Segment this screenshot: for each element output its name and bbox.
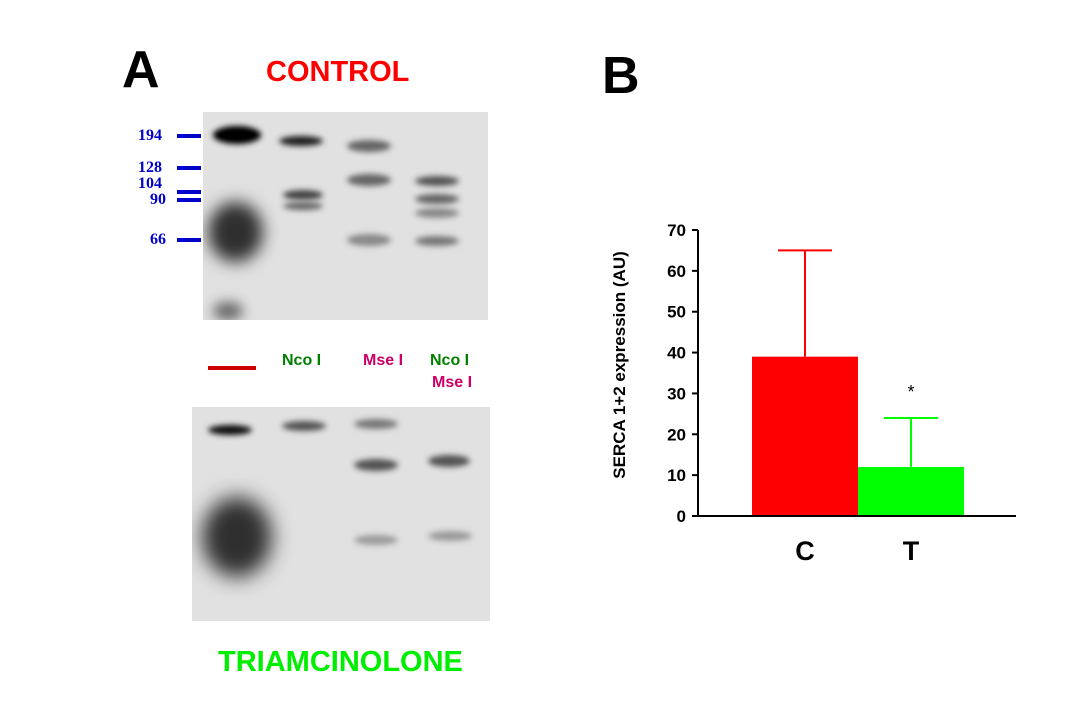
lane-undigested-indicator bbox=[208, 366, 256, 370]
marker-line bbox=[177, 166, 201, 170]
marker-line bbox=[177, 134, 201, 138]
lane-label-mse: Mse I bbox=[363, 352, 404, 369]
lane-label-nco-mse-2: Mse I bbox=[432, 374, 473, 391]
marker-label-90: 90 bbox=[150, 191, 166, 208]
bar-T bbox=[858, 466, 964, 516]
marker-label-66: 66 bbox=[150, 231, 166, 248]
y-tick-label: 10 bbox=[667, 466, 686, 485]
panel-a-label: A bbox=[122, 41, 160, 99]
marker-label-194: 194 bbox=[138, 127, 162, 144]
x-tick-label-C: C bbox=[795, 536, 815, 566]
marker-label-104: 104 bbox=[138, 175, 162, 192]
triamcinolone-title: TRIAMCINOLONE bbox=[218, 646, 463, 678]
lane-label-nco-mse-1: Nco I bbox=[430, 352, 470, 369]
panel-b-label: B bbox=[602, 47, 640, 105]
y-tick-label: 40 bbox=[667, 344, 686, 363]
bar-C bbox=[752, 356, 858, 516]
y-tick-label: 20 bbox=[667, 425, 686, 444]
marker-line bbox=[177, 238, 201, 242]
marker-label-128: 128 bbox=[138, 159, 162, 176]
lane-label-nco: Nco I bbox=[282, 352, 322, 369]
y-tick-label: 0 bbox=[677, 507, 686, 526]
control-title: CONTROL bbox=[266, 56, 410, 88]
marker-line bbox=[177, 198, 201, 202]
triamcinolone-gel-image bbox=[192, 407, 490, 621]
x-tick-label-T: T bbox=[903, 536, 920, 566]
marker-line bbox=[177, 190, 201, 194]
y-tick-label: 60 bbox=[667, 262, 686, 281]
y-tick-label: 30 bbox=[667, 384, 686, 403]
significance-marker: * bbox=[907, 382, 914, 402]
y-tick-label: 50 bbox=[667, 303, 686, 322]
control-gel-image bbox=[203, 112, 488, 320]
y-tick-label: 70 bbox=[667, 221, 686, 240]
